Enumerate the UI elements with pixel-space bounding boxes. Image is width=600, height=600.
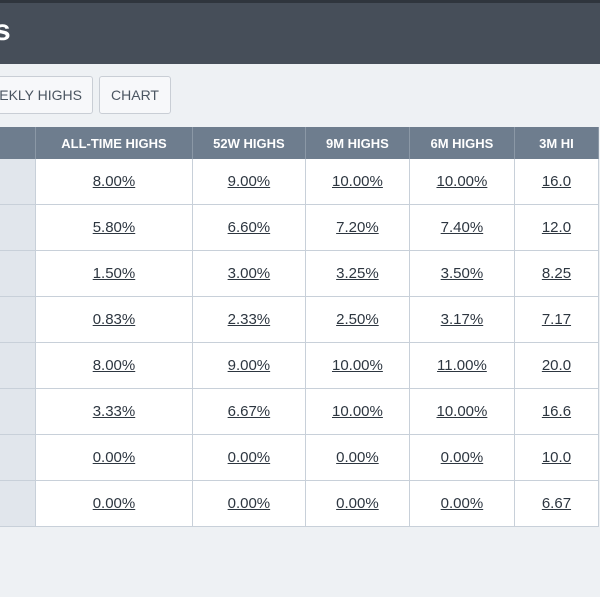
value-link[interactable]: 3.33%	[35, 388, 193, 435]
value-link[interactable]: 8.25	[514, 250, 600, 297]
row-label-cell	[0, 296, 37, 343]
table-row: 8.00% 9.00% 10.00% 10.00% 16.0	[0, 159, 600, 205]
row-label-cell	[0, 250, 37, 297]
column-header-label	[0, 127, 37, 159]
value-link[interactable]: 6.60%	[192, 204, 306, 251]
value-link[interactable]: 3.50%	[409, 250, 515, 297]
column-header-3m-highs[interactable]: 3M HI	[514, 127, 600, 159]
value-link[interactable]: 0.83%	[35, 296, 193, 343]
value-link[interactable]: 6.67%	[192, 388, 306, 435]
value-link[interactable]: 6.67	[514, 480, 600, 527]
table-row: 0.83% 2.33% 2.50% 3.17% 7.17	[0, 296, 600, 343]
value-link[interactable]: 0.00%	[192, 480, 306, 527]
weekly-highs-button[interactable]: EKLY HIGHS	[0, 76, 93, 114]
value-link[interactable]: 12.0	[514, 204, 600, 251]
value-link[interactable]: 3.25%	[305, 250, 410, 297]
row-label-cell	[0, 159, 37, 205]
value-link[interactable]: 10.00%	[305, 159, 410, 205]
value-link[interactable]: 9.00%	[192, 159, 306, 205]
row-label-cell	[0, 342, 37, 389]
value-link[interactable]: 8.00%	[35, 342, 193, 389]
table-row: 5.80% 6.60% 7.20% 7.40% 12.0	[0, 204, 600, 251]
column-header-9m-highs[interactable]: 9M HIGHS	[305, 127, 410, 159]
value-link[interactable]: 10.00%	[409, 388, 515, 435]
value-link[interactable]: 0.00%	[192, 434, 306, 481]
value-link[interactable]: 7.40%	[409, 204, 515, 251]
value-link[interactable]: 7.17	[514, 296, 600, 343]
value-link[interactable]: 16.6	[514, 388, 600, 435]
column-header-52w-highs[interactable]: 52W HIGHS	[192, 127, 306, 159]
page-title: s	[0, 14, 11, 47]
column-header-all-time-highs[interactable]: ALL-TIME HIGHS	[35, 127, 193, 159]
row-label-cell	[0, 480, 37, 527]
table-row: 0.00% 0.00% 0.00% 0.00% 6.67	[0, 480, 600, 527]
value-link[interactable]: 8.00%	[35, 159, 193, 205]
value-link[interactable]: 0.00%	[409, 480, 515, 527]
table-row: 0.00% 0.00% 0.00% 0.00% 10.0	[0, 434, 600, 481]
value-link[interactable]: 0.00%	[35, 480, 193, 527]
value-link[interactable]: 0.00%	[409, 434, 515, 481]
table-row: 8.00% 9.00% 10.00% 11.00% 20.0	[0, 342, 600, 389]
value-link[interactable]: 5.80%	[35, 204, 193, 251]
chart-button[interactable]: CHART	[99, 76, 171, 114]
table-header-row: ALL-TIME HIGHS 52W HIGHS 9M HIGHS 6M HIG…	[0, 127, 600, 159]
value-link[interactable]: 10.00%	[305, 342, 410, 389]
value-link[interactable]: 3.17%	[409, 296, 515, 343]
row-label-cell	[0, 434, 37, 481]
column-header-6m-highs[interactable]: 6M HIGHS	[409, 127, 515, 159]
value-link[interactable]: 10.0	[514, 434, 600, 481]
row-label-cell	[0, 204, 37, 251]
value-link[interactable]: 10.00%	[305, 388, 410, 435]
value-link[interactable]: 11.00%	[409, 342, 515, 389]
value-link[interactable]: 2.33%	[192, 296, 306, 343]
value-link[interactable]: 9.00%	[192, 342, 306, 389]
value-link[interactable]: 1.50%	[35, 250, 193, 297]
value-link[interactable]: 10.00%	[409, 159, 515, 205]
value-link[interactable]: 2.50%	[305, 296, 410, 343]
row-label-cell	[0, 388, 37, 435]
bottom-divider	[0, 597, 600, 600]
value-link[interactable]: 16.0	[514, 159, 600, 205]
table-row: 1.50% 3.00% 3.25% 3.50% 8.25	[0, 250, 600, 297]
header-bar: s	[0, 0, 600, 64]
table-row: 3.33% 6.67% 10.00% 10.00% 16.6	[0, 388, 600, 435]
value-link[interactable]: 7.20%	[305, 204, 410, 251]
value-link[interactable]: 0.00%	[305, 480, 410, 527]
value-link[interactable]: 0.00%	[35, 434, 193, 481]
value-link[interactable]: 3.00%	[192, 250, 306, 297]
highs-table: ALL-TIME HIGHS 52W HIGHS 9M HIGHS 6M HIG…	[0, 127, 600, 527]
value-link[interactable]: 20.0	[514, 342, 600, 389]
value-link[interactable]: 0.00%	[305, 434, 410, 481]
